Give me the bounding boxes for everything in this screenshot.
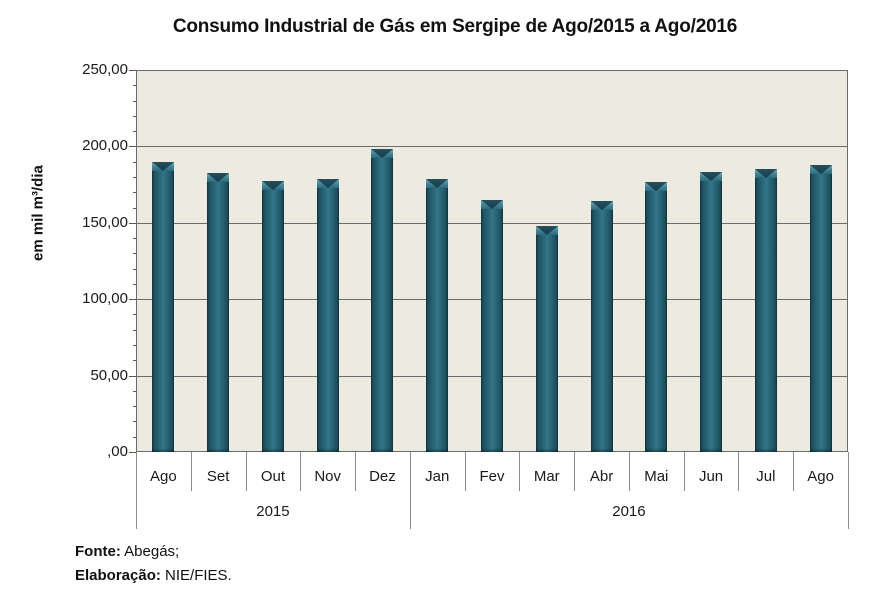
year-label: 2016 [612, 503, 646, 520]
y-minor-tick [133, 314, 136, 316]
year-separator [848, 452, 849, 529]
y-minor-tick [133, 421, 136, 423]
y-minor-tick [133, 238, 136, 240]
fonte-label: Fonte: [75, 543, 121, 560]
month-separator [628, 452, 630, 491]
bar-cap [809, 164, 832, 174]
y-minor-tick [133, 283, 136, 285]
bar-cap [371, 148, 394, 158]
month-label: Jul [756, 468, 776, 485]
bar-cap [645, 182, 668, 192]
month-label: Jan [425, 468, 450, 485]
source-note: Fonte: Abegás; Elaboração: NIE/FIES. [75, 540, 232, 588]
y-minor-tick [133, 253, 136, 255]
y-minor-tick [133, 268, 136, 270]
year-separator [136, 452, 137, 529]
month-separator [683, 452, 685, 491]
bar-cap [316, 179, 339, 189]
month-label: Ago [807, 468, 834, 485]
month-label: Nov [314, 468, 342, 485]
elaboration-line: Elaboração: NIE/FIES. [75, 564, 232, 588]
y-minor-tick [133, 161, 136, 163]
month-label: Fev [479, 468, 505, 485]
y-major-tick [129, 222, 136, 224]
bar-cap [152, 162, 175, 172]
y-minor-tick [133, 115, 136, 117]
y-tick-label: 150,00 [82, 213, 128, 231]
bar-cap [426, 179, 449, 189]
month-separator [245, 452, 247, 491]
month-separator [355, 452, 357, 491]
y-tick-label: ,00 [107, 443, 128, 460]
month-separator [574, 452, 576, 491]
bar [207, 173, 230, 452]
bar [426, 179, 449, 452]
y-tick-label: 50,00 [90, 366, 128, 384]
month-separator [793, 452, 795, 491]
fonte-value: Abegás; [124, 543, 180, 560]
month-label: Mai [644, 468, 669, 485]
bar-cap [261, 180, 284, 190]
month-label: Jun [698, 468, 724, 485]
y-minor-tick [133, 207, 136, 209]
month-label: Mar [533, 468, 560, 485]
elaboracao-value: NIE/FIES. [165, 567, 232, 584]
bar [261, 180, 284, 452]
bar-cap [207, 173, 230, 183]
bar [754, 168, 777, 452]
y-minor-tick [133, 390, 136, 392]
month-label: Ago [150, 468, 177, 485]
bar-cap [590, 200, 613, 210]
y-tick-label: 250,00 [82, 61, 128, 78]
month-label: Dez [369, 468, 396, 485]
month-label: Out [260, 468, 285, 485]
bar-cap [754, 168, 777, 178]
source-line: Fonte: Abegás; [75, 540, 232, 564]
y-major-tick [129, 70, 136, 71]
bar-cap [481, 199, 503, 209]
bar [590, 200, 613, 452]
year-separator [409, 452, 411, 529]
bar-cap [535, 225, 558, 235]
y-minor-tick [133, 176, 136, 178]
y-minor-tick [133, 192, 136, 194]
bar [645, 182, 668, 452]
bar [371, 148, 394, 452]
bar-cap [700, 171, 723, 181]
month-label: Abr [589, 468, 614, 485]
y-minor-tick [133, 406, 136, 408]
y-major-tick [129, 146, 136, 148]
month-separator [738, 452, 740, 491]
month-label: Set [206, 468, 230, 485]
month-separator [464, 452, 466, 491]
y-minor-tick [133, 131, 136, 133]
y-tick-label: 100,00 [82, 290, 128, 308]
chart-title: Consumo Industrial de Gás em Sergipe de … [172, 16, 738, 37]
y-minor-tick [133, 436, 136, 438]
elaboracao-label: Elaboração: [75, 567, 161, 584]
month-separator [519, 452, 521, 491]
bar [700, 171, 723, 452]
year-label: 2015 [256, 503, 290, 520]
y-minor-tick [133, 85, 136, 87]
y-minor-tick [133, 100, 136, 102]
gridline [136, 146, 848, 148]
y-major-tick [129, 375, 136, 377]
bar [535, 225, 558, 452]
y-tick-label: 200,00 [82, 137, 128, 155]
bar [316, 179, 339, 452]
y-minor-tick [133, 345, 136, 347]
y-major-tick [129, 452, 136, 453]
y-major-tick [129, 299, 136, 301]
bar [152, 162, 175, 452]
y-minor-tick [133, 360, 136, 362]
bar [481, 199, 503, 452]
bar [809, 164, 832, 452]
month-separator [300, 452, 302, 491]
month-separator [190, 452, 192, 491]
y-minor-tick [133, 329, 136, 331]
